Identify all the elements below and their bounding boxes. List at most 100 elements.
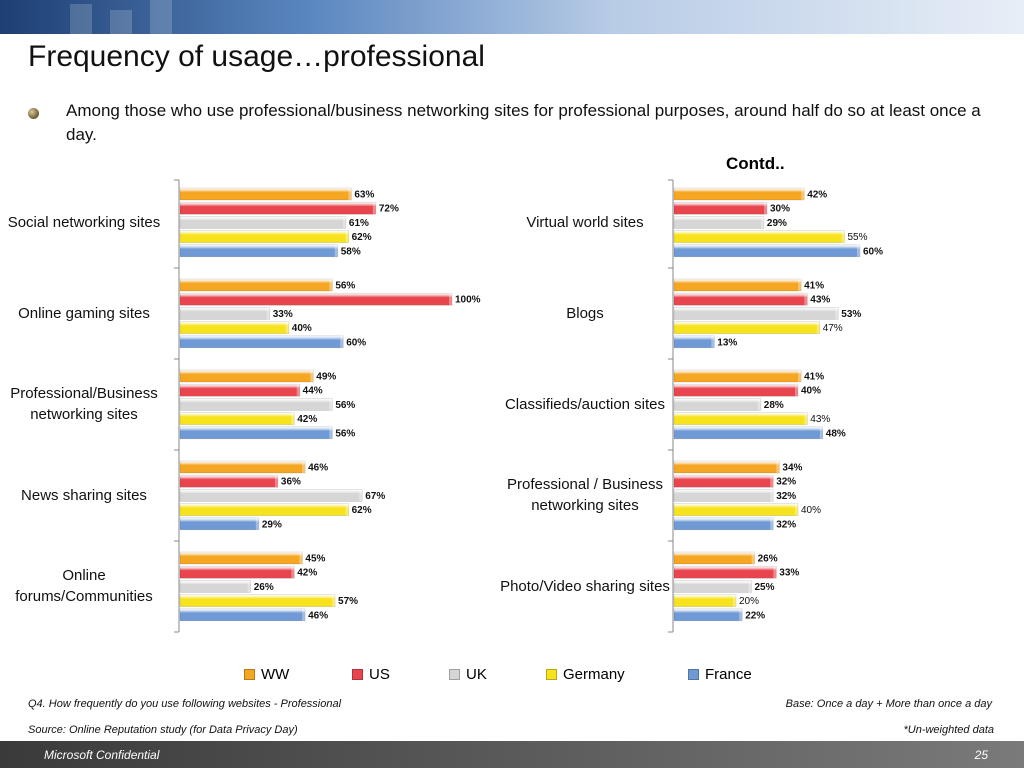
legend-item-germany: Germany	[546, 666, 625, 683]
bar-cap	[329, 279, 333, 291]
bar-cap	[801, 188, 805, 200]
confidential-label: Microsoft Confidential	[44, 748, 160, 762]
bar-cap	[798, 279, 802, 291]
bar-germany	[673, 321, 820, 334]
building-graphic	[110, 10, 132, 34]
bar-cap	[770, 475, 774, 488]
bar-cap	[751, 552, 755, 564]
bar-ww	[179, 278, 333, 292]
data-label: 43%	[810, 414, 830, 425]
data-label: 34%	[782, 463, 802, 474]
category-label: Online forums/Communities	[15, 567, 153, 606]
bar-uk	[179, 307, 271, 320]
data-label: 26%	[254, 582, 274, 593]
bar-charts: 63% 72% 61% 62% 58% 56% 100% 33% 40% 60% 49% 44% 56%…	[174, 179, 883, 633]
bar-cap	[760, 216, 764, 229]
data-label: 32%	[776, 519, 796, 530]
data-label: 46%	[308, 463, 328, 474]
data-label: 41%	[804, 372, 824, 383]
data-label: 62%	[352, 505, 372, 516]
bar-cap	[299, 552, 303, 564]
bar-france	[179, 608, 306, 622]
bar-france	[673, 608, 743, 622]
data-label: 20%	[739, 596, 759, 607]
bar-cap	[449, 293, 452, 306]
bar-uk	[673, 398, 762, 411]
bar-uk	[179, 398, 333, 411]
bar-us	[673, 565, 777, 579]
base-note: Base: Once a day + More than once a day	[785, 698, 992, 710]
bar-cap	[748, 580, 752, 593]
bar-us	[179, 383, 300, 397]
bar-cap	[372, 202, 376, 215]
data-label: 72%	[379, 204, 399, 215]
bar-uk	[673, 307, 839, 320]
data-label: 40%	[801, 386, 821, 397]
bar-france	[179, 335, 344, 349]
contd-label: Contd..	[726, 154, 785, 173]
building-graphic	[70, 4, 92, 34]
bar-us	[673, 292, 808, 306]
bar-france	[673, 426, 824, 440]
bar-germany	[673, 503, 799, 516]
bar-uk	[673, 489, 774, 502]
bar-ww	[179, 187, 352, 201]
data-label: 13%	[717, 337, 737, 348]
bar-cap	[345, 503, 349, 516]
data-label: 56%	[335, 400, 355, 411]
data-label: 46%	[308, 610, 328, 621]
category-label: Professional/Business networking sites	[10, 385, 158, 424]
data-label: 33%	[273, 309, 293, 320]
bar-cap	[348, 188, 352, 200]
bar-cap	[332, 594, 336, 607]
bar-cap	[342, 216, 346, 229]
legend-item-ww: WW	[244, 666, 289, 683]
category-label: Online gaming sites	[18, 304, 150, 322]
bar-cap	[770, 517, 774, 530]
data-label: 56%	[335, 428, 355, 439]
category-label: Blogs	[566, 304, 604, 322]
data-label: 42%	[807, 190, 827, 201]
category-label: News sharing sites	[21, 486, 147, 504]
bar-cap	[247, 580, 251, 593]
legend-item-uk: UK	[449, 666, 487, 683]
bar-cap	[798, 370, 802, 382]
bar-germany	[179, 321, 290, 334]
data-label: 42%	[297, 568, 317, 579]
source-note: Source: Online Reputation study (for Dat…	[28, 724, 298, 736]
bar-cap	[334, 244, 338, 257]
bar-germany	[673, 594, 737, 607]
bar-ww	[673, 460, 780, 474]
legend-label: US	[369, 666, 390, 683]
bar-cap	[795, 384, 798, 397]
bar-cap	[770, 489, 774, 502]
data-label: 60%	[863, 246, 883, 257]
bar-cap	[302, 608, 306, 621]
question-note: Q4. How frequently do you use following …	[28, 698, 342, 710]
bar-cap	[296, 384, 300, 397]
bar-ww	[673, 551, 755, 565]
bar-us	[179, 292, 453, 306]
data-label: 62%	[352, 232, 372, 243]
category-label: Virtual world sites	[526, 213, 644, 231]
bar-france	[179, 517, 260, 531]
bar-cap	[291, 566, 295, 579]
bar-cap	[804, 412, 808, 425]
footer-bar: Microsoft Confidential 25	[0, 741, 1024, 768]
top-banner-image	[0, 0, 1024, 34]
bar-uk	[179, 489, 363, 502]
bar-ww	[179, 369, 314, 383]
data-label: 67%	[365, 491, 385, 502]
bar-cap	[340, 335, 344, 348]
legend-swatch-france	[688, 669, 699, 680]
data-label: 45%	[305, 554, 325, 565]
bar-cap	[255, 517, 259, 530]
data-label: 49%	[316, 372, 336, 383]
data-label: 56%	[335, 281, 355, 292]
category-label: Professional / Business networking sites	[507, 476, 663, 515]
bar-cap	[841, 230, 845, 243]
data-label: 30%	[770, 204, 790, 215]
bar-cap	[733, 594, 736, 607]
legend-swatch-us	[352, 669, 363, 680]
bar-france	[673, 517, 774, 531]
